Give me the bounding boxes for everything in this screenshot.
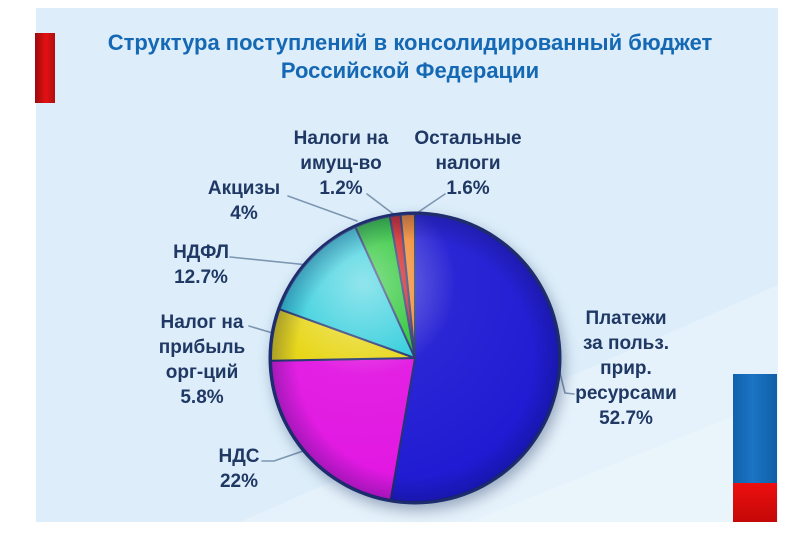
slide-title-line1: Структура поступлений в консолидированны… [107, 30, 713, 55]
pie-group [268, 211, 562, 505]
accent-bar-top-left-red [35, 33, 55, 103]
leader-line-5 [366, 193, 397, 217]
accent-bar-bottom-right-blue [733, 374, 777, 483]
pie-slices [270, 213, 561, 503]
pie-slice-1 [270, 357, 416, 501]
accent-bar-bottom-right-red [733, 483, 777, 522]
leader-line-0 [558, 368, 575, 395]
leader-line-1 [261, 449, 307, 462]
leader-line-4 [287, 195, 358, 222]
slide-title: Структура поступлений в консолидированны… [36, 29, 784, 85]
slide-title-line2: Российской Федерации [280, 58, 540, 83]
